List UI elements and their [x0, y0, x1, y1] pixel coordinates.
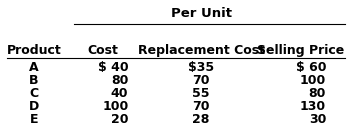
- Text: 100: 100: [300, 74, 326, 87]
- Text: 20: 20: [111, 113, 129, 126]
- Text: C: C: [29, 87, 38, 100]
- Text: 30: 30: [309, 113, 326, 126]
- Text: 28: 28: [192, 113, 210, 126]
- Text: E: E: [30, 113, 38, 126]
- Text: 55: 55: [192, 87, 210, 100]
- Text: $35: $35: [188, 61, 214, 74]
- Text: $ 40: $ 40: [98, 61, 129, 74]
- Text: D: D: [29, 100, 39, 113]
- Text: 130: 130: [300, 100, 326, 113]
- Text: 80: 80: [309, 87, 326, 100]
- Text: Replacement Cost: Replacement Cost: [138, 44, 264, 57]
- Text: Per Unit: Per Unit: [171, 7, 233, 20]
- Text: A: A: [29, 61, 39, 74]
- Text: 70: 70: [192, 100, 210, 113]
- Text: Cost: Cost: [88, 44, 119, 57]
- Text: 70: 70: [192, 74, 210, 87]
- Text: 100: 100: [102, 100, 129, 113]
- Text: 80: 80: [111, 74, 129, 87]
- Text: B: B: [29, 74, 39, 87]
- Text: Product: Product: [6, 44, 61, 57]
- Text: 40: 40: [111, 87, 129, 100]
- Text: Selling Price: Selling Price: [257, 44, 344, 57]
- Text: $ 60: $ 60: [296, 61, 326, 74]
